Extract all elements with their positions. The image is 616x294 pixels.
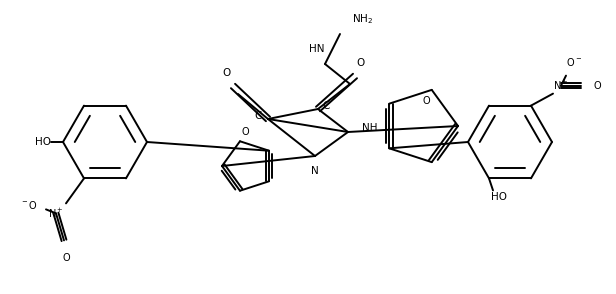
Text: NH: NH bbox=[362, 123, 378, 133]
Text: O: O bbox=[356, 58, 364, 68]
Text: O: O bbox=[62, 253, 70, 263]
Text: O: O bbox=[594, 81, 602, 91]
Text: O: O bbox=[422, 96, 430, 106]
Text: O$^-$: O$^-$ bbox=[566, 56, 582, 68]
Text: NH$_2$: NH$_2$ bbox=[352, 12, 373, 26]
Text: HO: HO bbox=[491, 192, 507, 202]
Text: $^-$O: $^-$O bbox=[20, 199, 38, 211]
Text: O: O bbox=[222, 68, 230, 78]
Text: N$^+$: N$^+$ bbox=[553, 79, 569, 92]
Text: N$^+$: N$^+$ bbox=[48, 207, 64, 220]
Text: C: C bbox=[322, 101, 330, 111]
Text: N: N bbox=[311, 166, 319, 176]
Text: C: C bbox=[254, 111, 262, 121]
Text: HN: HN bbox=[309, 44, 325, 54]
Text: HO: HO bbox=[35, 137, 51, 147]
Text: O: O bbox=[242, 127, 249, 137]
